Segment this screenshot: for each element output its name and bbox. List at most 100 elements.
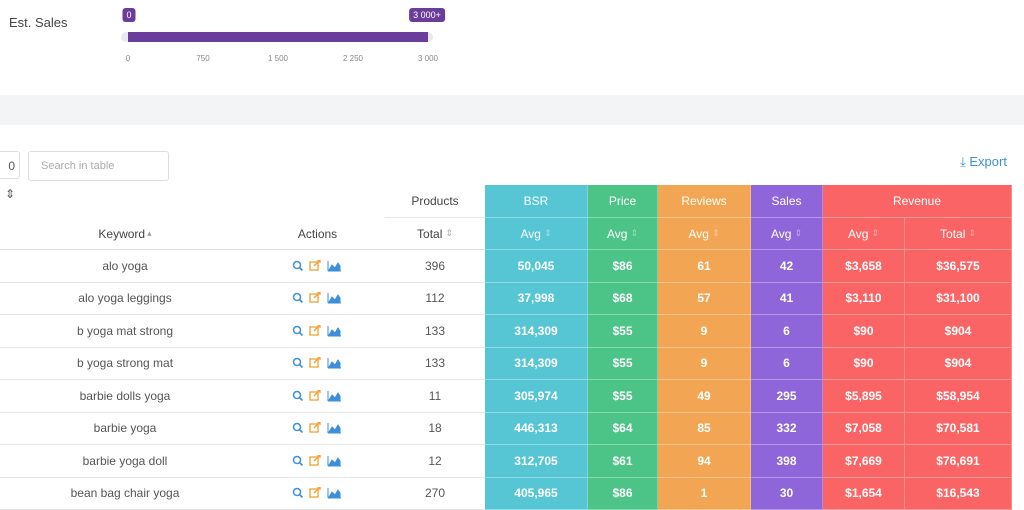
slider-tick-label: 1 500 [267,54,289,63]
data-cell: $3,658 [823,250,905,283]
data-cell: 295 [751,380,823,413]
data-cell: 396 [385,250,485,283]
data-cell: $5,895 [823,380,905,413]
export-button[interactable]: ⤓ Export [960,154,1007,169]
data-cell: $61 [588,445,658,478]
data-cell: 9 [658,347,751,380]
column-header[interactable]: Avg [658,218,751,250]
data-cell: 332 [751,412,823,445]
data-cell: 398 [751,445,823,478]
data-cell: 112 [385,282,485,315]
keyword-cell: bean bag chair yoga [0,477,250,510]
row-actions[interactable] [250,348,385,380]
group-header: Reviews [658,185,751,218]
data-cell: 57 [658,282,751,315]
data-cell: 42 [751,250,823,283]
data-cell: 49 [658,380,751,413]
row-actions[interactable] [250,380,385,413]
data-cell: 312,705 [485,445,588,478]
data-cell: 6 [751,347,823,380]
keyword-cell: b yoga mat strong [0,315,250,348]
data-cell: $64 [588,412,658,445]
slider-range[interactable] [128,32,428,42]
slider-tick-label: 0 [125,54,131,63]
data-cell: $90 [823,347,905,380]
slider-tick-label: 750 [196,54,210,63]
group-header: Products [385,185,485,218]
data-cell: 41 [751,282,823,315]
group-header: BSR [485,185,588,218]
keyword-cell: alo yoga leggings [0,282,250,315]
data-cell: 314,309 [485,347,588,380]
page-size-select[interactable]: 0 ⇕ [0,151,20,201]
data-cell: $90 [823,315,905,348]
data-cell: $1,654 [823,477,905,510]
data-cell: $68 [588,282,658,315]
search-input[interactable]: Search in table [28,151,169,181]
column-header: Actions [250,218,385,250]
column-header[interactable]: Avg [823,218,905,250]
data-cell: $7,669 [823,445,905,478]
data-cell: 446,313 [485,412,588,445]
data-cell: 11 [385,380,485,413]
data-cell: 314,309 [485,315,588,348]
data-cell: 1 [658,477,751,510]
data-cell: $86 [588,477,658,510]
keyword-cell: barbie yoga [0,412,250,445]
data-cell: 133 [385,347,485,380]
data-cell: 270 [385,477,485,510]
data-cell: $36,575 [905,250,1012,283]
data-cell: $31,100 [905,282,1012,315]
group-header: Revenue [823,185,1012,218]
row-actions[interactable] [250,478,385,510]
group-header: Price [588,185,658,218]
keyword-cell: barbie yoga doll [0,445,250,478]
keyword-cell: alo yoga [0,250,250,283]
row-actions[interactable] [250,315,385,348]
data-cell: 405,965 [485,477,588,510]
page-size-value: 0 [8,159,15,173]
search-placeholder: Search in table [41,160,115,172]
column-header[interactable]: Avg [751,218,823,250]
data-cell: $16,543 [905,477,1012,510]
column-header[interactable]: Avg [588,218,658,250]
data-cell: $86 [588,250,658,283]
data-cell: $904 [905,315,1012,348]
data-cell: $904 [905,347,1012,380]
data-cell: $55 [588,347,658,380]
data-cell: 37,998 [485,282,588,315]
row-actions[interactable] [250,413,385,445]
data-cell: $70,581 [905,412,1012,445]
data-cell: $76,691 [905,445,1012,478]
keyword-cell: b yoga strong mat [0,347,250,380]
keyword-cell: barbie dolls yoga [0,380,250,413]
slider-min-handle[interactable]: 0 [122,8,136,22]
data-cell: 6 [751,315,823,348]
row-actions[interactable] [250,445,385,478]
data-cell: $3,110 [823,282,905,315]
data-cell: 50,045 [485,250,588,283]
column-header[interactable]: Total [905,218,1012,250]
data-cell: 85 [658,412,751,445]
separator-band [0,95,1024,125]
slider-max-handle[interactable]: 3 000+ [409,8,445,22]
column-header[interactable]: Keyword [0,218,250,250]
column-header[interactable]: Total [385,218,485,250]
row-actions[interactable] [250,250,385,283]
data-cell: 30 [751,477,823,510]
slider-tick-label: 3 000 [417,54,439,63]
table: Products BSR Price Reviews Sales Revenue Keywo… [0,185,1024,510]
data-cell: $58,954 [905,380,1012,413]
data-cell: 305,974 [485,380,588,413]
data-cell: $55 [588,380,658,413]
filter-label: Est. Sales [9,15,68,30]
data-cell: 133 [385,315,485,348]
data-cell: 94 [658,445,751,478]
data-cell: $7,058 [823,412,905,445]
data-cell: $55 [588,315,658,348]
data-cell: 61 [658,250,751,283]
column-header[interactable]: Avg [485,218,588,250]
row-actions[interactable] [250,283,385,315]
data-cell: 9 [658,315,751,348]
